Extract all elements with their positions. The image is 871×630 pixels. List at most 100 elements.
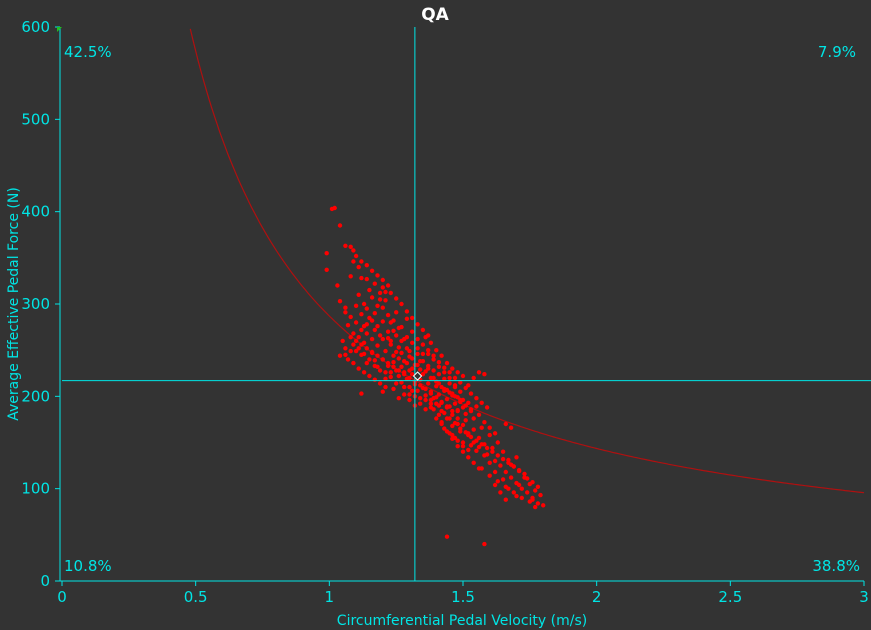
data-point — [404, 346, 410, 351]
data-point — [476, 435, 482, 441]
power-curve-layer — [189, 28, 865, 494]
data-point — [436, 364, 442, 369]
data-point — [514, 493, 519, 499]
data-point — [388, 338, 393, 344]
data-point — [474, 404, 479, 409]
data-point — [447, 390, 452, 395]
data-point — [498, 463, 503, 468]
data-point — [396, 368, 401, 373]
data-point — [455, 408, 460, 414]
data-point — [364, 360, 369, 366]
data-point — [439, 399, 444, 405]
data-point — [404, 316, 410, 321]
data-point — [359, 275, 364, 281]
data-point — [380, 357, 385, 362]
data-point — [455, 444, 460, 449]
data-point — [476, 370, 482, 375]
data-point — [541, 503, 546, 508]
data-point — [404, 309, 410, 314]
data-point — [367, 373, 372, 379]
data-point — [447, 381, 452, 386]
data-point — [466, 455, 471, 460]
data-point — [463, 411, 468, 417]
data-point — [377, 333, 383, 338]
data-point — [479, 425, 484, 430]
data-point — [447, 416, 452, 421]
data-point — [490, 445, 495, 451]
data-point — [372, 363, 377, 369]
data-point — [399, 364, 404, 369]
data-point — [490, 449, 495, 454]
data-point — [359, 342, 364, 347]
data-point — [383, 370, 388, 375]
data-point — [482, 541, 487, 547]
data-point — [420, 342, 426, 347]
data-point — [372, 281, 377, 286]
data-point — [442, 376, 447, 381]
data-point — [538, 492, 543, 498]
data-point — [463, 430, 468, 435]
data-point — [471, 375, 476, 381]
data-point — [426, 366, 431, 371]
data-point — [364, 331, 369, 336]
data-point — [431, 357, 436, 362]
data-point — [375, 353, 380, 358]
y-tick-label: 400 — [21, 203, 50, 221]
data-point — [372, 311, 377, 316]
y-tick-label: 200 — [21, 387, 50, 405]
data-point — [383, 289, 388, 295]
data-point — [394, 310, 399, 315]
data-point — [492, 482, 498, 488]
data-point — [460, 373, 466, 379]
y-tick-label: 300 — [21, 295, 50, 313]
data-point — [410, 329, 415, 334]
x-tick-label: 0 — [57, 588, 67, 606]
data-point — [361, 351, 367, 357]
data-point — [535, 501, 541, 506]
data-point — [516, 468, 522, 473]
data-point — [364, 276, 369, 282]
data-point — [455, 416, 460, 421]
data-point — [324, 251, 329, 256]
data-point — [343, 352, 348, 357]
data-point — [442, 370, 447, 375]
data-point — [343, 346, 348, 351]
data-point — [415, 322, 420, 327]
data-point — [444, 405, 450, 410]
data-point — [450, 366, 455, 371]
data-point — [460, 444, 466, 449]
data-point — [385, 336, 391, 341]
data-point — [479, 442, 484, 447]
data-point — [420, 327, 426, 333]
data-point — [369, 268, 375, 273]
data-point — [383, 384, 388, 390]
data-point — [348, 348, 353, 354]
data-point — [407, 392, 412, 397]
data-point — [436, 360, 442, 365]
data-point — [361, 301, 367, 307]
data-point — [372, 358, 377, 363]
x-tick-label: 3 — [859, 588, 869, 606]
data-point — [471, 416, 476, 421]
data-point — [361, 370, 367, 375]
mean-marker-icon — [412, 371, 423, 381]
data-point — [402, 392, 407, 397]
data-point — [418, 401, 423, 406]
data-point — [452, 375, 458, 381]
data-point — [391, 353, 396, 358]
data-point — [337, 299, 343, 304]
data-point — [423, 397, 428, 403]
data-point — [442, 365, 447, 370]
data-point — [388, 290, 393, 296]
data-point — [500, 449, 506, 454]
data-point — [452, 420, 458, 426]
data-point — [410, 356, 415, 361]
data-point — [514, 455, 519, 460]
data-point — [415, 346, 420, 351]
data-point — [356, 346, 361, 351]
data-point — [348, 314, 353, 320]
data-point — [527, 499, 532, 504]
data-point — [372, 327, 377, 333]
data-point — [436, 412, 442, 417]
data-point — [380, 319, 385, 324]
